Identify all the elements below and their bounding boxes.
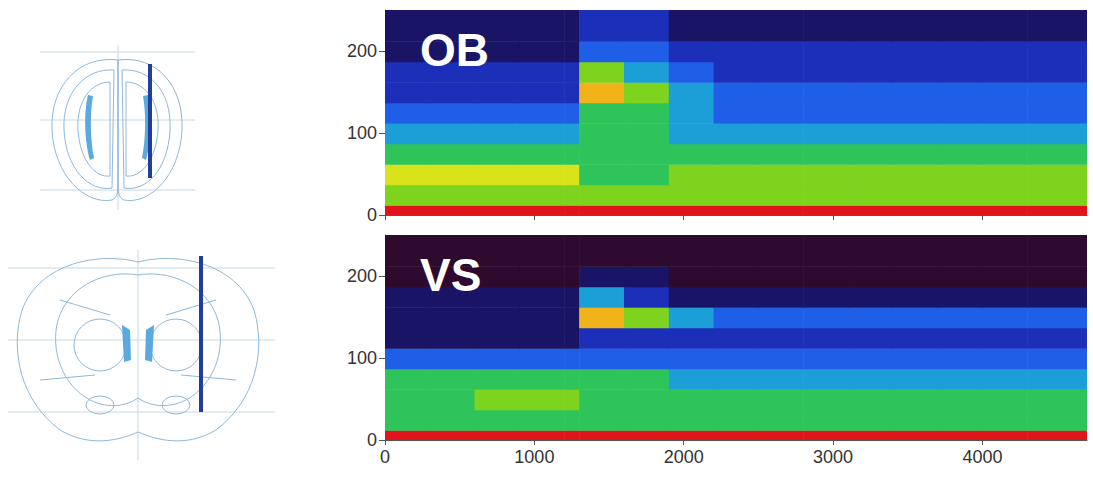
svg-text:0: 0 — [367, 205, 377, 225]
svg-text:OB: OB — [420, 24, 489, 76]
svg-text:4000: 4000 — [962, 447, 1002, 467]
svg-text:200: 200 — [347, 41, 377, 61]
svg-text:100: 100 — [347, 123, 377, 143]
svg-text:200: 200 — [347, 266, 377, 286]
svg-text:2000: 2000 — [664, 447, 704, 467]
svg-text:1000: 1000 — [514, 447, 554, 467]
svg-text:VS: VS — [420, 249, 481, 301]
svg-text:0: 0 — [367, 430, 377, 450]
svg-text:0: 0 — [380, 447, 390, 467]
svg-text:100: 100 — [347, 348, 377, 368]
svg-text:3000: 3000 — [813, 447, 853, 467]
